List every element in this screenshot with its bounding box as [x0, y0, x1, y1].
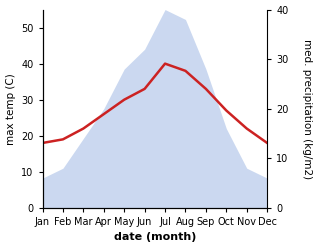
- Y-axis label: max temp (C): max temp (C): [5, 73, 16, 145]
- X-axis label: date (month): date (month): [114, 232, 196, 243]
- Y-axis label: med. precipitation (kg/m2): med. precipitation (kg/m2): [302, 39, 313, 179]
